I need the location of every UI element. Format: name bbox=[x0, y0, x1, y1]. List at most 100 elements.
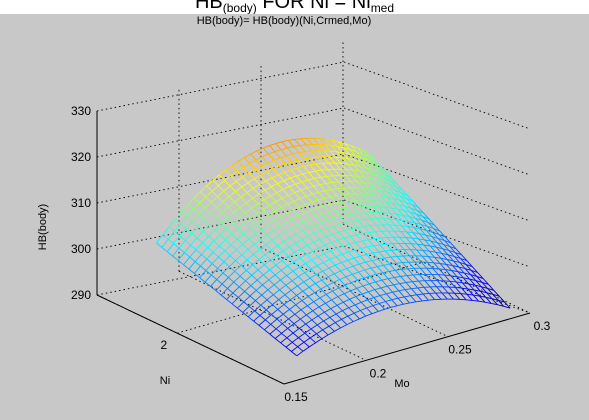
surface-mesh-line bbox=[254, 228, 262, 235]
surface-mesh-line bbox=[264, 249, 272, 255]
surface-mesh-line bbox=[304, 328, 312, 334]
surface-mesh-line bbox=[412, 274, 419, 282]
surface-mesh-line bbox=[328, 264, 336, 269]
surface-mesh-line bbox=[464, 268, 472, 271]
surface-mesh-line bbox=[371, 173, 379, 177]
surface-mesh-line bbox=[270, 323, 277, 330]
surface-mesh-line bbox=[281, 194, 289, 199]
surface-mesh-line bbox=[193, 197, 200, 204]
surface-mesh-line bbox=[428, 299, 435, 301]
surface-mesh-line bbox=[351, 175, 359, 177]
surface-mesh-line bbox=[183, 256, 191, 265]
surface-mesh-line bbox=[222, 266, 230, 274]
surface-mesh-line bbox=[340, 216, 347, 223]
surface-mesh-line bbox=[433, 228, 440, 232]
surface-mesh-line bbox=[301, 239, 308, 246]
surface-mesh-line bbox=[258, 254, 266, 260]
surface-mesh-line bbox=[417, 243, 424, 246]
surface-mesh-line bbox=[330, 308, 337, 315]
surface-mesh-line bbox=[335, 202, 342, 210]
surface-mesh-line bbox=[185, 221, 193, 229]
surface-mesh-line bbox=[236, 166, 244, 172]
surface-mesh-line bbox=[253, 184, 260, 189]
surface-mesh-line bbox=[315, 274, 323, 281]
surface-mesh-line bbox=[444, 240, 451, 247]
surface-mesh-line bbox=[237, 222, 245, 229]
surface-mesh-line bbox=[456, 276, 464, 279]
surface-mesh-line bbox=[408, 221, 415, 224]
surface-mesh-line bbox=[271, 314, 278, 320]
surface-mesh-line bbox=[207, 240, 215, 248]
surface-mesh-line bbox=[224, 175, 232, 181]
z-tick-label: 330 bbox=[71, 104, 91, 118]
surface-mesh-line bbox=[364, 172, 372, 179]
surface-mesh-line bbox=[220, 223, 227, 230]
surface-mesh-line bbox=[291, 159, 299, 163]
surface-mesh-line bbox=[289, 237, 296, 244]
surface-mesh-line bbox=[418, 233, 426, 241]
surface-mesh-line bbox=[361, 299, 368, 303]
surface-mesh-line bbox=[343, 235, 351, 239]
surface-mesh-line bbox=[262, 153, 269, 158]
surface-mesh-line bbox=[190, 244, 197, 251]
surface-mesh-line bbox=[290, 224, 298, 229]
surface-mesh-line bbox=[338, 141, 345, 149]
surface-mesh-line bbox=[304, 272, 311, 279]
surface-mesh-line bbox=[342, 193, 350, 196]
surface-mesh-line bbox=[269, 328, 277, 335]
surface-mesh-line bbox=[188, 261, 196, 270]
surface-mesh-line bbox=[337, 146, 344, 149]
surface-mesh-line bbox=[217, 190, 224, 197]
surface-mesh-line bbox=[199, 270, 207, 278]
surface-mesh-line bbox=[219, 245, 226, 252]
surface-mesh-line bbox=[178, 247, 185, 253]
surface-mesh-line bbox=[292, 332, 299, 338]
surface-mesh-line bbox=[374, 237, 381, 240]
surface-mesh-line bbox=[200, 265, 207, 271]
surface-mesh-line bbox=[204, 207, 211, 214]
surface-mesh-line bbox=[293, 198, 301, 202]
surface-mesh-line bbox=[274, 149, 282, 153]
surface-mesh-line bbox=[443, 280, 450, 288]
surface-mesh-line bbox=[318, 190, 326, 193]
surface-mesh-line bbox=[278, 294, 286, 300]
surface-mesh-line bbox=[425, 274, 432, 281]
surface-mesh-line bbox=[429, 250, 436, 253]
surface-mesh-line bbox=[431, 274, 438, 281]
surface-mesh-line bbox=[466, 293, 474, 296]
surface-mesh-line bbox=[470, 274, 477, 277]
surface-mesh-line bbox=[410, 294, 417, 297]
surface-mesh-line bbox=[309, 333, 317, 339]
surface-mesh-line bbox=[249, 163, 256, 170]
surface-mesh-line bbox=[288, 186, 295, 193]
surface-mesh-line bbox=[383, 218, 390, 226]
surface-mesh-line bbox=[310, 156, 317, 159]
surface-mesh-line bbox=[276, 254, 283, 261]
surface-mesh-line bbox=[295, 304, 302, 311]
surface-mesh-line bbox=[315, 221, 322, 226]
surface-mesh-line bbox=[289, 175, 297, 179]
surface-mesh-line bbox=[364, 218, 371, 220]
surface-mesh-line bbox=[268, 153, 275, 161]
surface-mesh-line bbox=[460, 293, 467, 301]
surface-mesh-line bbox=[396, 256, 403, 263]
surface-mesh-line bbox=[356, 234, 363, 242]
surface-mesh-line bbox=[235, 260, 242, 266]
surface-mesh-line bbox=[341, 201, 348, 209]
surface-mesh-line bbox=[387, 278, 394, 286]
surface-mesh-line bbox=[389, 263, 396, 271]
surface-mesh-line bbox=[279, 157, 286, 165]
surface-mesh-line bbox=[418, 238, 425, 241]
surface-mesh-line bbox=[262, 279, 270, 286]
surface-mesh-line bbox=[350, 234, 357, 237]
surface-mesh-line bbox=[220, 294, 227, 300]
surface-mesh-line bbox=[299, 263, 306, 268]
surface-mesh-line bbox=[184, 233, 192, 241]
surface-mesh-line bbox=[367, 239, 374, 247]
surface-mesh-line bbox=[282, 318, 289, 325]
surface-mesh-line bbox=[248, 300, 256, 307]
surface-mesh-line bbox=[380, 195, 387, 198]
surface-mesh-line bbox=[442, 248, 450, 251]
surface-mesh-line bbox=[329, 204, 336, 211]
surface-mesh-line bbox=[280, 207, 287, 214]
